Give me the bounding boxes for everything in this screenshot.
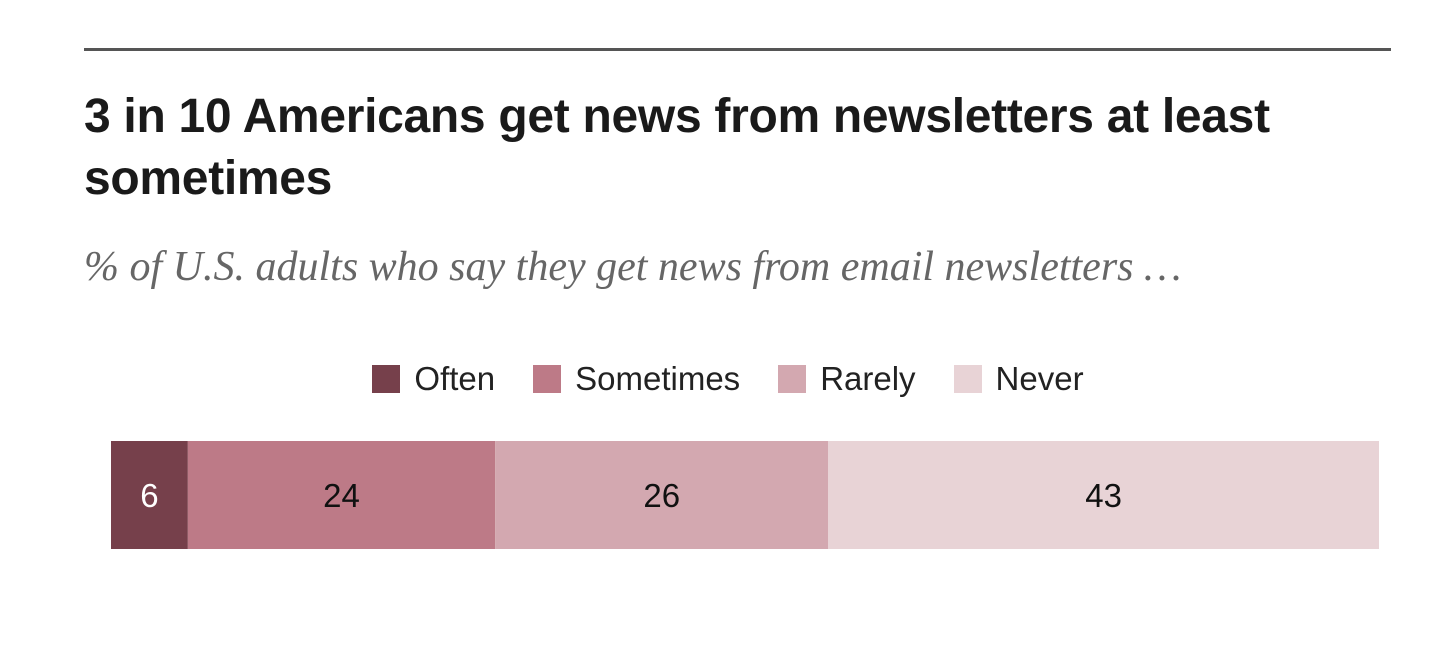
bar-label-rarely: 26 xyxy=(643,477,680,514)
legend-swatch xyxy=(778,365,807,393)
bar-label-never: 43 xyxy=(1085,477,1122,514)
legend-swatch xyxy=(953,365,982,393)
bar-label-often: 6 xyxy=(140,477,158,514)
bar-segment-sometimes xyxy=(187,441,496,549)
legend-label: Sometimes xyxy=(575,360,741,397)
legend-item-rarely: Rarely xyxy=(778,360,916,398)
bar-label-sometimes: 24 xyxy=(323,477,360,514)
legend-label: Often xyxy=(414,360,496,397)
bar-segment-often xyxy=(111,441,188,549)
legend-swatch xyxy=(533,365,562,393)
legend-item-often: Often xyxy=(372,360,495,398)
chart-subtitle: % of U.S. adults who say they get news f… xyxy=(84,244,1182,290)
legend-label: Never xyxy=(995,360,1084,397)
legend-swatch xyxy=(372,365,401,393)
legend-item-never: Never xyxy=(953,360,1084,398)
chart-title: 3 in 10 Americans get news from newslett… xyxy=(84,90,1270,205)
top-rule xyxy=(84,48,1391,51)
bar-segment-rarely xyxy=(495,441,829,549)
chart-legend: Often Sometimes Rarely Never xyxy=(0,356,1456,402)
legend-label: Rarely xyxy=(820,360,916,397)
legend-item-sometimes: Sometimes xyxy=(533,360,740,398)
bar-segment-never xyxy=(828,441,1379,549)
